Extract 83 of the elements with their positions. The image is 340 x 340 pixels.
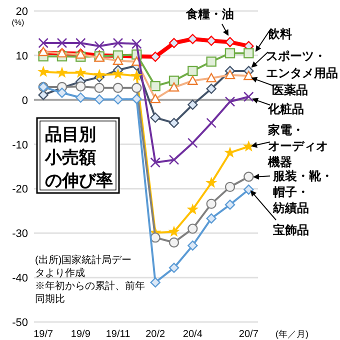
- point: [188, 66, 198, 76]
- point: [224, 147, 236, 158]
- point: [224, 96, 236, 107]
- x-tick-label: 20/7: [238, 329, 259, 340]
- point: [76, 67, 86, 78]
- point: [244, 172, 254, 182]
- point: [224, 182, 236, 192]
- point: [224, 200, 236, 210]
- point: [132, 94, 142, 104]
- point: [188, 100, 198, 110]
- point: [150, 112, 160, 123]
- point: [206, 84, 216, 94]
- point: [168, 262, 180, 273]
- x-tick-label: 19/11: [106, 329, 131, 340]
- y-tick-label: -10: [12, 139, 28, 152]
- point: [224, 37, 236, 48]
- y-tick-label: -40: [12, 272, 28, 285]
- point: [206, 178, 216, 188]
- series-label: 家電・オーディオ機器: [267, 123, 328, 169]
- point: [150, 232, 160, 243]
- y-tick-label: 0: [22, 94, 28, 107]
- point: [38, 38, 48, 48]
- x-tick-label: 20/2: [146, 329, 166, 340]
- text: 宝飾品: [273, 223, 309, 237]
- point: [94, 40, 104, 52]
- series-label: 化粧品: [267, 102, 304, 116]
- point: [168, 226, 180, 236]
- point: [168, 118, 180, 128]
- point: [168, 154, 180, 165]
- point: [76, 38, 86, 48]
- series-label: 服装・靴・帽子・紡績品: [272, 169, 333, 215]
- point: [206, 198, 216, 209]
- point: [112, 94, 124, 105]
- point: [244, 184, 254, 195]
- point: [168, 38, 180, 48]
- point: [56, 38, 68, 48]
- point: [56, 67, 68, 78]
- point: [150, 157, 160, 168]
- point: [224, 48, 236, 58]
- point: [56, 88, 68, 98]
- point: [112, 38, 124, 48]
- x-tick-label: 19/7: [34, 329, 54, 340]
- point: [244, 92, 254, 102]
- point: [188, 240, 198, 251]
- y-tick-label: 10: [16, 50, 28, 62]
- x-tick-label: 20/4: [182, 329, 203, 340]
- point: [132, 38, 142, 50]
- point: [244, 141, 254, 151]
- point: [112, 68, 124, 78]
- point: [76, 81, 86, 92]
- point: [188, 34, 198, 44]
- y-tick-label: 20: [16, 6, 28, 18]
- series-label: スポーツ・エンタメ用品: [266, 49, 338, 80]
- point: [206, 56, 216, 67]
- point: [132, 82, 142, 93]
- point: [244, 48, 254, 58]
- y-tick-label: -20: [12, 184, 28, 196]
- series-label: 飲料: [267, 27, 292, 41]
- x-axis-title: (年／月): [276, 329, 308, 339]
- point: [150, 52, 160, 62]
- point: [188, 138, 198, 148]
- point: [76, 92, 86, 103]
- point: [94, 94, 104, 105]
- y-tick-label: -30: [12, 228, 28, 240]
- point: [132, 70, 142, 80]
- annotation: (出所)国家統計局データより作成※年初からの累計、前年同期比: [35, 254, 145, 305]
- point: [150, 277, 160, 288]
- point: [188, 204, 198, 214]
- x-tick-label: 19/9: [70, 329, 91, 340]
- point: [188, 224, 198, 234]
- series-label: 医薬品: [272, 83, 308, 97]
- point: [150, 80, 160, 92]
- y-axis-title: (%): [12, 18, 25, 27]
- point: [206, 36, 216, 46]
- text: 品目別小売額の伸び率: [44, 125, 113, 190]
- point: [94, 82, 104, 93]
- series-label: 食糧・油: [185, 7, 234, 21]
- point: [112, 82, 124, 93]
- point: [94, 70, 104, 80]
- point: [168, 237, 180, 248]
- point: [206, 213, 216, 224]
- point: [38, 66, 48, 76]
- y-tick-label: -50: [12, 317, 28, 329]
